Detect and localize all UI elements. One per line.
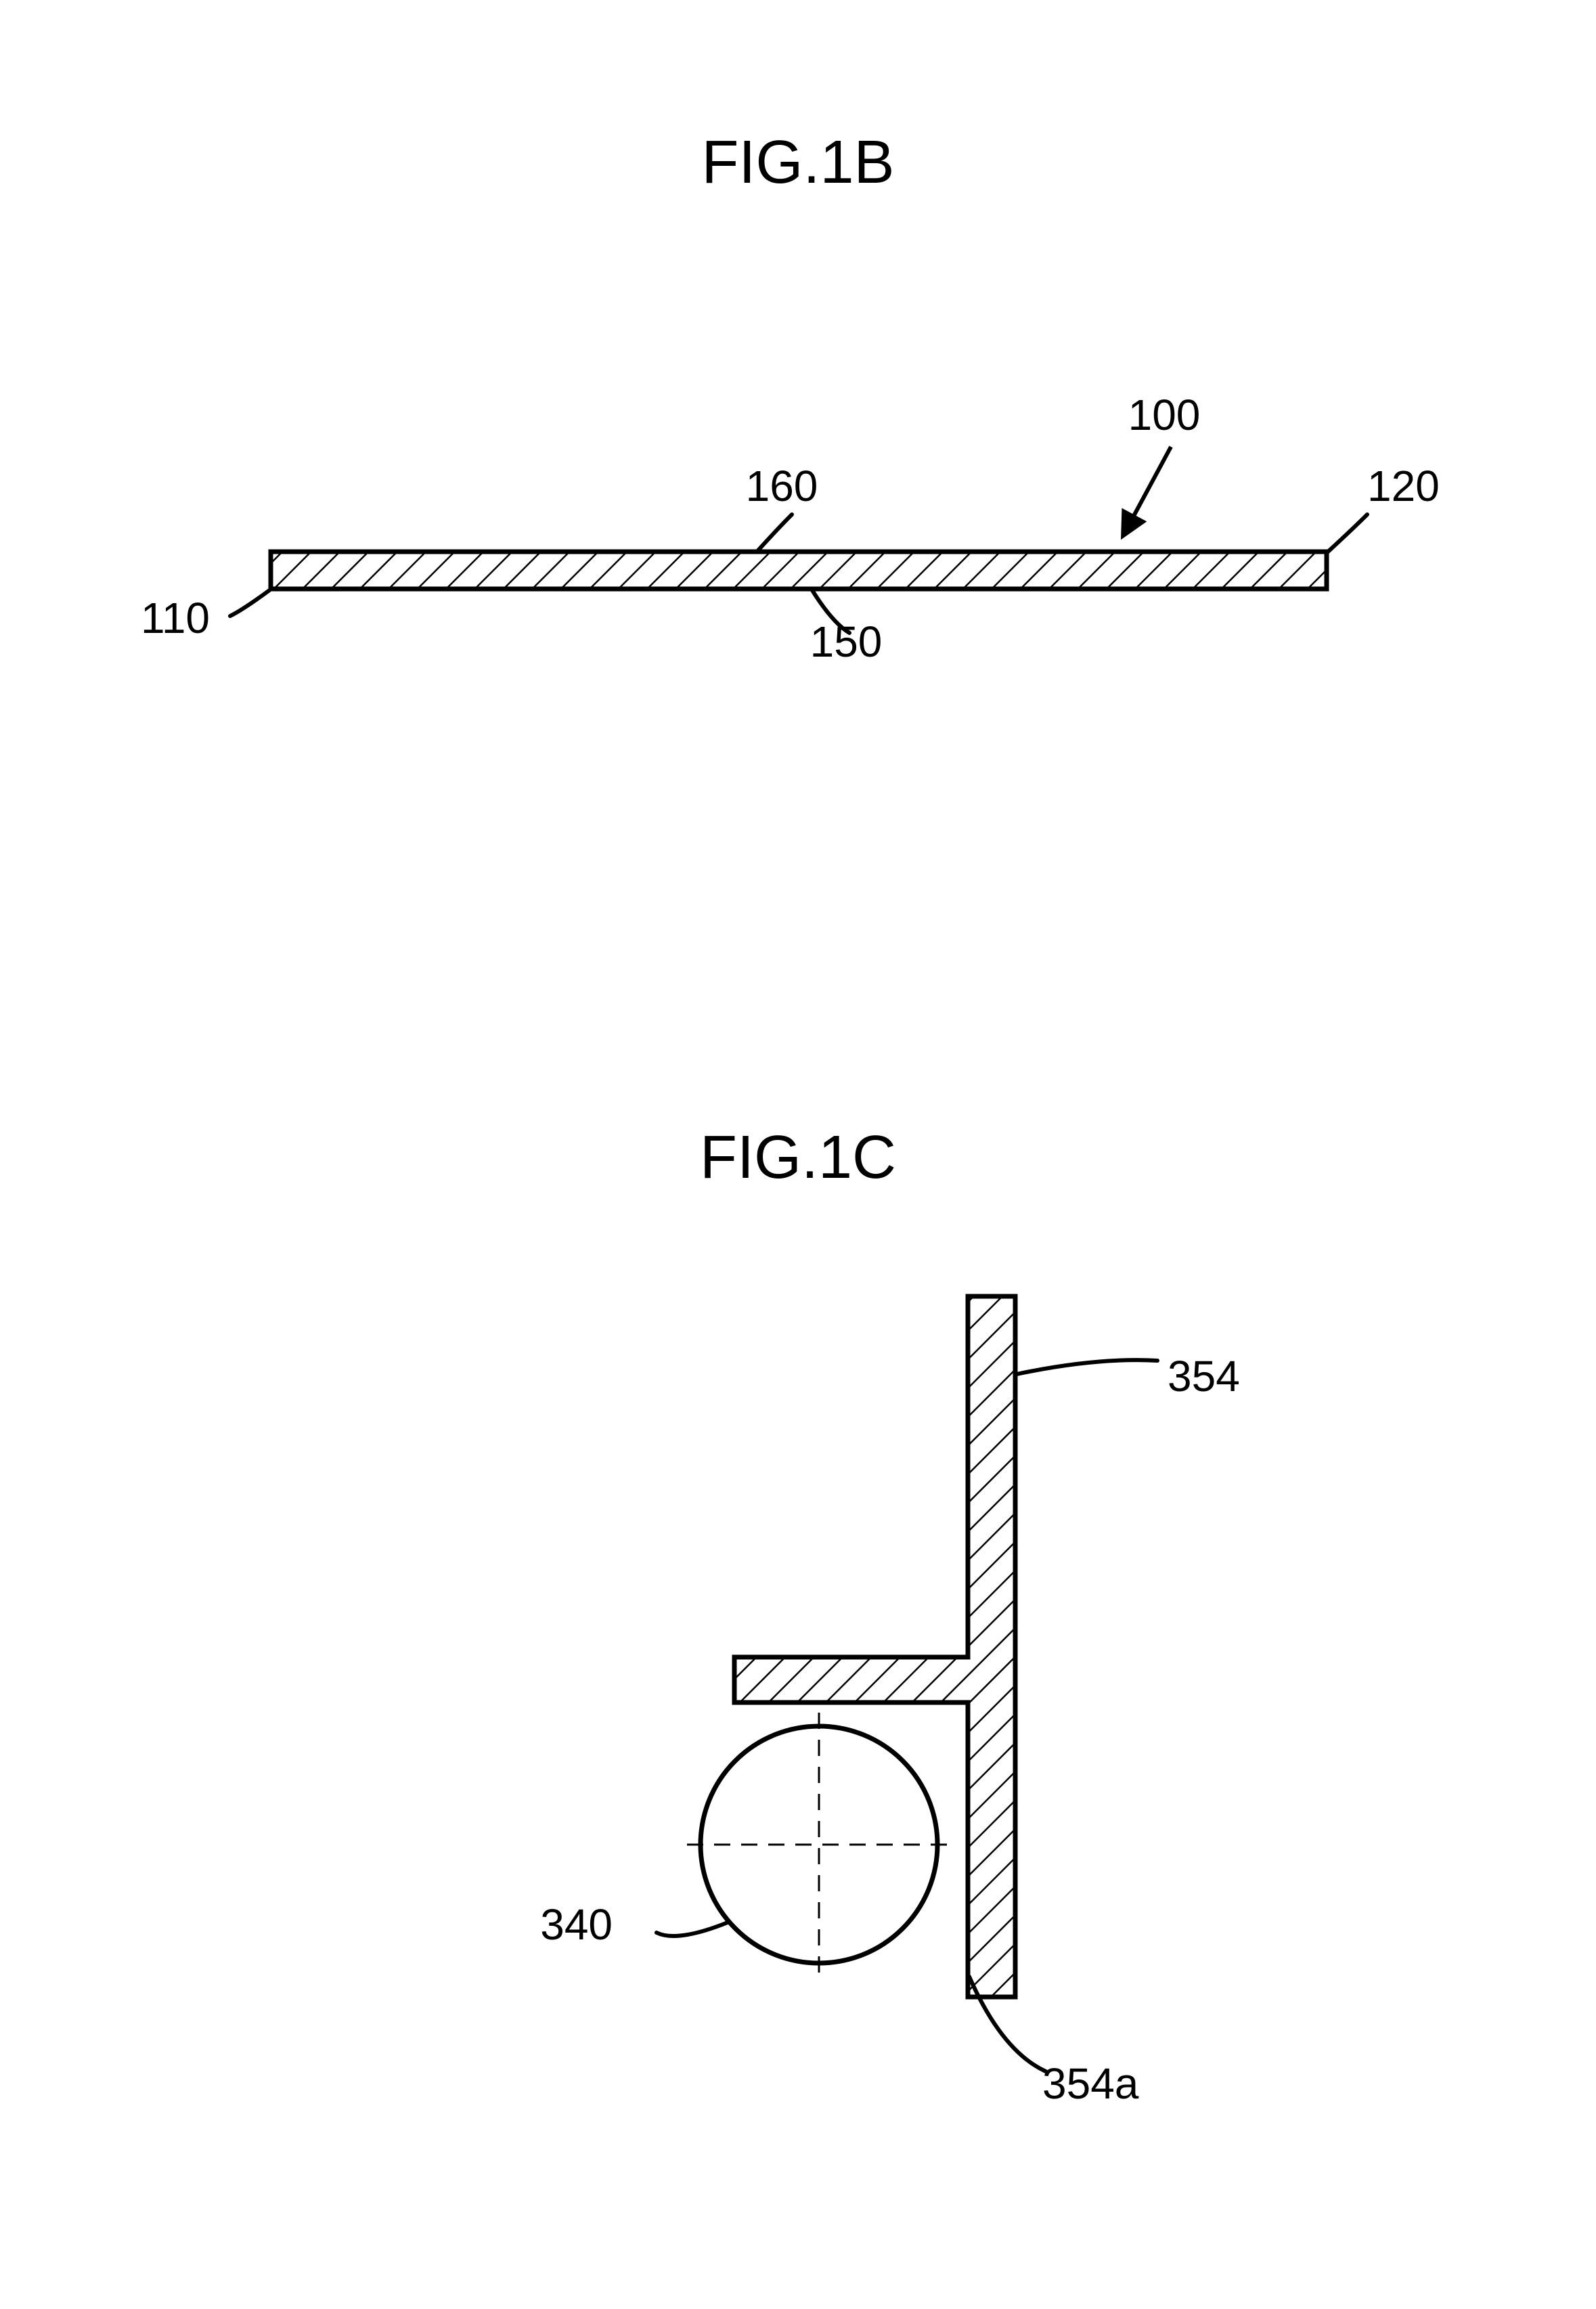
callout-110: 110 [141,590,269,642]
figure-title-1b: FIG.1B [701,129,894,196]
fig1c-roller [687,1713,951,1977]
fig1b-bar [271,552,1327,589]
label-150: 150 [810,617,883,666]
callout-100: 100 [1124,391,1200,535]
callout-120: 120 [1328,462,1440,552]
label-354a: 354a [1042,2059,1139,2108]
label-354: 354 [1168,1352,1240,1401]
label-340: 340 [540,1900,613,1949]
label-100: 100 [1128,391,1201,439]
callout-150: 150 [810,590,883,666]
callout-354: 354 [1017,1352,1240,1401]
label-120: 120 [1367,462,1440,510]
callout-340: 340 [540,1900,728,1949]
figure-title-1c: FIG.1C [700,1124,896,1191]
callout-160: 160 [746,462,818,550]
label-110: 110 [141,594,210,642]
label-160: 160 [746,462,818,510]
